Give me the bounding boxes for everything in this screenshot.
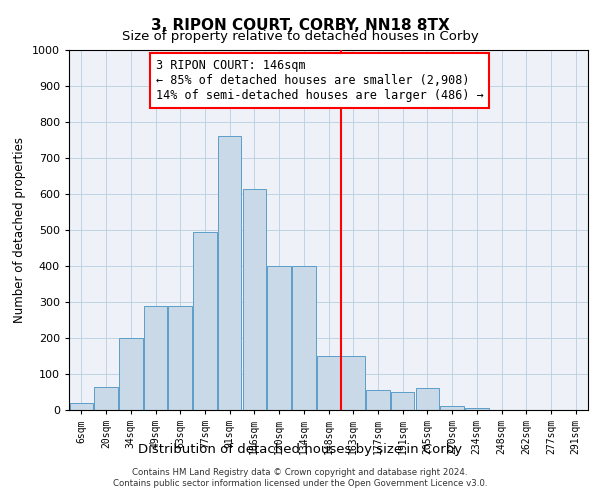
Bar [440,406,464,410]
Bar [169,306,192,410]
Bar [193,232,217,410]
Text: Distribution of detached houses by size in Corby: Distribution of detached houses by size … [138,442,462,456]
Bar [268,266,291,410]
Text: 3, RIPON COURT, CORBY, NN18 8TX: 3, RIPON COURT, CORBY, NN18 8TX [151,18,449,32]
Bar [465,408,488,410]
Bar [391,392,415,410]
Bar [341,356,365,410]
Bar [119,338,143,410]
Bar [218,136,241,410]
Bar [292,266,316,410]
Bar [416,388,439,410]
Bar [317,356,340,410]
Bar [94,386,118,410]
Text: 3 RIPON COURT: 146sqm
← 85% of detached houses are smaller (2,908)
14% of semi-d: 3 RIPON COURT: 146sqm ← 85% of detached … [155,59,483,102]
Y-axis label: Number of detached properties: Number of detached properties [13,137,26,323]
Bar [70,403,93,410]
Text: Size of property relative to detached houses in Corby: Size of property relative to detached ho… [122,30,478,43]
Bar [242,188,266,410]
Bar [366,390,389,410]
Text: Contains HM Land Registry data © Crown copyright and database right 2024.
Contai: Contains HM Land Registry data © Crown c… [113,468,487,487]
Bar [144,306,167,410]
